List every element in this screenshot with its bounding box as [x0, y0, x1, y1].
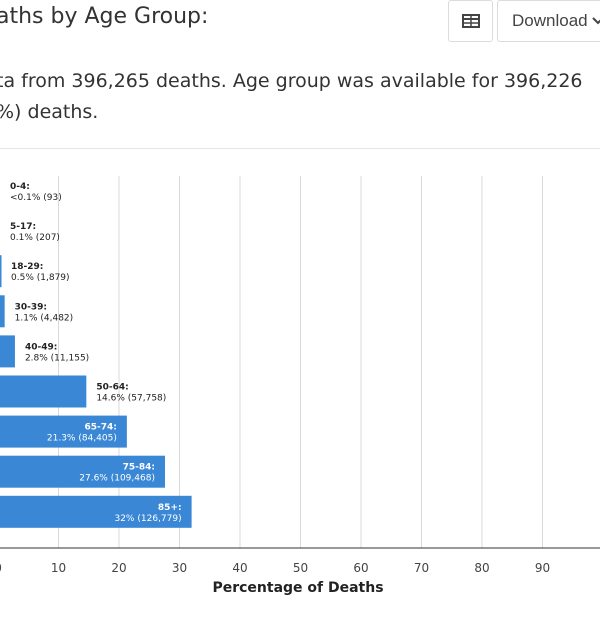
- deaths-by-age-chart: 01020304050607080901Percentage of Deaths…: [0, 176, 600, 596]
- chart-description: ta from 396,265 deaths. Age group was av…: [0, 66, 600, 128]
- download-label: Download: [512, 11, 588, 30]
- bar: [0, 455, 165, 488]
- bar-label-value: 21.3% (84,405): [47, 434, 117, 444]
- x-tick-label: 10: [51, 561, 66, 575]
- bar: [0, 375, 87, 408]
- x-tick-label: 70: [414, 561, 429, 575]
- x-tick-label: 80: [474, 561, 489, 575]
- bar-label-value: 32% (126,779): [114, 514, 181, 524]
- x-tick-label: 0: [0, 561, 2, 575]
- description-line: ta from 396,265 deaths. Age group was av…: [0, 70, 583, 92]
- bar: [0, 335, 15, 368]
- description-line: %) deaths.: [0, 101, 99, 123]
- table-view-button[interactable]: [448, 0, 493, 42]
- x-tick-label: 90: [535, 561, 550, 575]
- bar-label-value: 2.8% (11,155): [25, 353, 89, 363]
- bar-label-value: 0.1% (207): [10, 233, 60, 243]
- x-tick-label: 40: [232, 561, 247, 575]
- bar-label-value: <0.1% (93): [10, 193, 62, 203]
- x-tick-label: 20: [111, 561, 126, 575]
- x-axis-label: Percentage of Deaths: [212, 580, 383, 596]
- bar-label-name: 40-49:: [25, 342, 57, 352]
- bar: [0, 415, 127, 448]
- bar: [0, 295, 5, 328]
- bar-label-value: 14.6% (57,758): [96, 394, 166, 404]
- bar-label-name: 0-4:: [10, 182, 30, 192]
- x-tick-label: 50: [293, 561, 308, 575]
- bar-label-name: 85+:: [158, 503, 182, 513]
- bar-label-value: 0.5% (1,879): [11, 273, 70, 283]
- x-tick-label: 30: [172, 561, 187, 575]
- header-divider: [0, 148, 600, 149]
- download-button[interactable]: Download: [497, 0, 600, 42]
- bar-label-name: 5-17:: [10, 222, 36, 232]
- bar-label-name: 50-64:: [96, 383, 128, 393]
- table-icon: [462, 14, 480, 28]
- bar: [0, 495, 192, 528]
- chart-title: aths by Age Group:: [0, 4, 209, 29]
- chevron-down-icon: [591, 17, 600, 25]
- bar-label-value: 1.1% (4,482): [15, 313, 74, 323]
- bar-label-name: 65-74:: [84, 423, 116, 433]
- bar-label-name: 18-29:: [11, 262, 43, 272]
- bar-label-name: 30-39:: [15, 302, 47, 312]
- x-tick-label: 60: [353, 561, 368, 575]
- bar-label-value: 27.6% (109,468): [79, 474, 155, 484]
- bar: [0, 255, 2, 288]
- bar-label-name: 75-84:: [123, 463, 155, 473]
